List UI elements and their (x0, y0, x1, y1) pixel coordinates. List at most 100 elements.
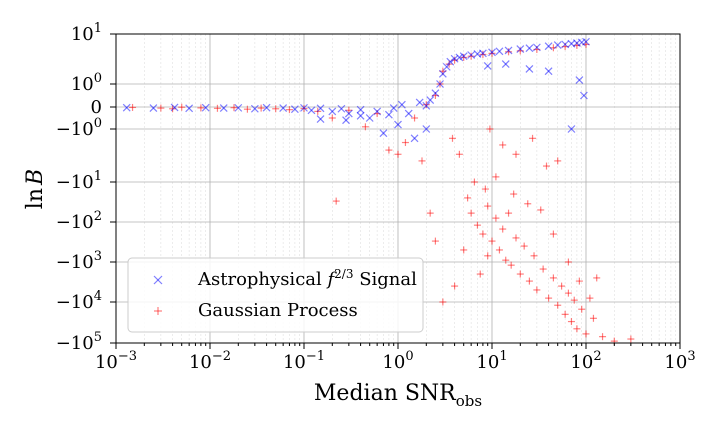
gaussian-point (570, 296, 578, 304)
astrophysical-point (373, 107, 382, 116)
gaussian-point (575, 277, 583, 285)
legend-x-glyph (153, 275, 163, 285)
astrophysical-point (567, 125, 576, 133)
astrophysical-point (544, 42, 553, 51)
gaussian-point (257, 104, 265, 112)
astrophysical-point (394, 120, 402, 129)
astrophysical-point (478, 49, 487, 58)
gaussian-point (467, 209, 475, 217)
legend-label-sup: 2/3 (334, 267, 353, 281)
gaussian-point (332, 197, 340, 205)
legend-label-astrophysical: Astrophysical f2/3 Signal (197, 267, 417, 290)
astrophysical-point (250, 104, 259, 113)
gaussian-point (481, 185, 489, 193)
astrophysical-point (290, 105, 299, 114)
gaussian-point (573, 325, 581, 333)
x-tick-label: 10−3 (95, 349, 137, 373)
gaussian-point (549, 274, 557, 282)
astrophysical-point (582, 37, 590, 46)
gaussian-point (473, 221, 481, 229)
astrophysical-point (483, 61, 492, 70)
astrophysical-point (149, 104, 158, 113)
y-tick-label: 101 (71, 21, 102, 45)
gaussian-point (467, 52, 475, 60)
gaussian-point (431, 237, 439, 245)
gaussian-point (479, 230, 487, 238)
gaussian-point (529, 134, 537, 142)
gaussian-point (448, 134, 456, 142)
astrophysical-point (307, 106, 316, 115)
y-tick-label: 100 (71, 71, 102, 95)
astrophysical-point (544, 67, 553, 76)
gaussian-point (499, 141, 507, 149)
gaussian-point (502, 256, 510, 264)
legend-marker-plus-icon (154, 307, 162, 315)
x-tick-label: 100 (382, 349, 413, 373)
gaussian-point (484, 202, 492, 210)
gaussian-point (361, 123, 369, 131)
astrophysical-point (525, 44, 534, 53)
gaussian-point (470, 178, 478, 186)
gaussian-point (243, 105, 251, 113)
gaussian-point (510, 190, 518, 198)
astrophysical-point (459, 52, 468, 61)
gaussian-point (455, 150, 463, 158)
astrophysical-point (262, 103, 271, 112)
astrophysical-point (501, 60, 510, 69)
gaussian-point (567, 318, 575, 326)
gaussian-point (524, 200, 532, 208)
gaussian-point (554, 301, 562, 309)
astrophysical-point (234, 103, 243, 112)
astrophysical-point (516, 45, 525, 53)
gaussian-point (464, 194, 472, 202)
astrophysical-point (410, 134, 419, 143)
gaussian-point (285, 106, 293, 114)
astrophysical-point (356, 111, 365, 120)
astrophysical-point (450, 54, 459, 63)
gaussian-point (537, 206, 545, 214)
astrophysical-point (316, 104, 325, 113)
y-axis-label: lnB (23, 169, 48, 209)
astrophysical-point (422, 125, 431, 133)
gaussian-point (484, 252, 492, 260)
gaussian-point (627, 335, 635, 343)
gaussian-point (479, 50, 487, 58)
gaussian-point (385, 146, 393, 154)
astrophysical-point (344, 109, 353, 118)
legend-box (127, 257, 424, 333)
gaussian-point (533, 286, 541, 294)
y-tick-label: −104 (56, 289, 102, 313)
astrophysical-point (455, 53, 464, 62)
astrophysical-point (337, 104, 346, 113)
x-tick-label: 10−2 (189, 349, 231, 373)
y-tick-label: −100 (56, 116, 102, 140)
x-tick-label: 10−1 (283, 349, 325, 373)
legend-label-suffix: Signal (353, 269, 417, 290)
astrophysical-point (495, 47, 504, 56)
astrophysical-point (328, 107, 337, 116)
astrophysical-point (279, 104, 288, 113)
gaussian-point (272, 105, 280, 113)
x-tick-label: 101 (476, 349, 507, 373)
gaussian-point (328, 114, 336, 122)
astrophysical-point (170, 103, 179, 112)
astrophysical-point (525, 65, 534, 73)
x-tick-label: 103 (664, 349, 695, 373)
gaussian-point (582, 330, 590, 338)
x-axis-label: Median SNRobs (314, 381, 482, 410)
gaussian-point (495, 246, 503, 254)
gaussian-point (476, 270, 484, 278)
gaussian-point (549, 230, 557, 238)
gaussian-point (439, 298, 447, 306)
gaussian-point (564, 258, 572, 266)
gaussian-point (492, 214, 500, 222)
gaussian-point (525, 277, 533, 285)
astrophysical-point (422, 101, 431, 110)
gaussian-point (197, 104, 205, 112)
gaussian-point (512, 150, 520, 158)
gaussian-point (451, 282, 459, 290)
gaussian-point (411, 114, 419, 122)
y-axis-label-symbol: B (23, 169, 48, 186)
astrophysical-point (342, 116, 350, 125)
gaussian-point (157, 104, 165, 112)
